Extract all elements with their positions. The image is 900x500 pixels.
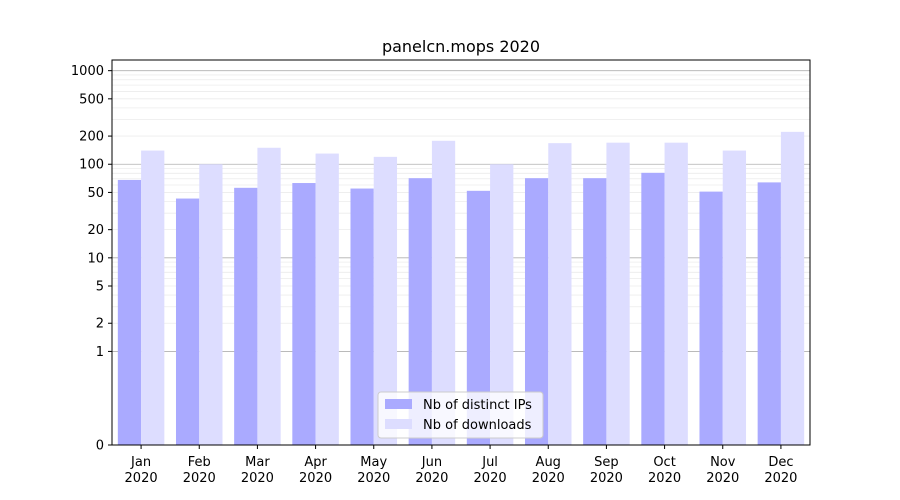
- bar-downloads-jan: [141, 150, 165, 445]
- x-tick-label: Feb 2020: [183, 455, 216, 486]
- x-tick-label: Jul 2020: [474, 455, 507, 486]
- bar-downloads-mar: [257, 147, 281, 445]
- bar-distinct-ips-oct: [641, 172, 665, 445]
- bar-downloads-jun: [431, 140, 456, 445]
- bar-downloads-may: [373, 156, 398, 446]
- y-tick-label: 0: [96, 439, 104, 454]
- y-tick-label: 1000: [71, 64, 104, 79]
- x-tick-label: Oct 2020: [648, 455, 681, 486]
- y-tick-label: 50: [87, 186, 104, 201]
- bar-downloads-apr: [315, 153, 339, 446]
- bar-downloads-oct: [664, 142, 688, 445]
- x-tick-label: Mar 2020: [241, 455, 274, 486]
- x-tick-label: Nov 2020: [706, 455, 739, 486]
- bar-distinct-ips-jul: [466, 190, 491, 445]
- y-tick-label: 5: [96, 280, 104, 295]
- y-tick-label: 500: [79, 92, 104, 107]
- bar-downloads-nov: [722, 150, 747, 445]
- legend-label: Nb of downloads: [423, 418, 532, 433]
- y-tick-label: 100: [79, 158, 104, 173]
- bar-distinct-ips-mar: [234, 187, 258, 445]
- plot-frame: [111, 59, 811, 446]
- bar-downloads-sep: [606, 142, 630, 445]
- legend-box: [377, 391, 544, 439]
- bar-distinct-ips-feb: [175, 198, 200, 445]
- x-tick-label: Jan 2020: [125, 455, 158, 486]
- grid-lines: [112, 70, 810, 352]
- legend-label: Nb of distinct IPs: [423, 398, 532, 413]
- y-tick-label: 200: [79, 130, 104, 145]
- bar-downloads-feb: [199, 164, 223, 445]
- x-tick-label: Dec 2020: [764, 455, 797, 486]
- x-tick-label: Apr 2020: [299, 455, 332, 486]
- x-tick-label: Sep 2020: [590, 455, 623, 486]
- y-tick-label: 2: [96, 317, 104, 332]
- y-axis: 0 1 2 5 10 20 50 100 200 500 1000: [71, 64, 112, 454]
- bar-downloads-aug: [548, 143, 572, 445]
- bar-downloads-dec: [780, 131, 805, 445]
- x-tick-label: May 2020: [357, 455, 390, 486]
- y-tick-label: 20: [87, 223, 104, 238]
- x-tick-label: Jun 2020: [415, 455, 448, 486]
- legend: Nb of distinct IPs Nb of downloads: [377, 391, 544, 439]
- chart-title: panelcn.mops 2020: [382, 37, 540, 56]
- bars: [117, 131, 805, 446]
- bar-distinct-ips-jun: [408, 178, 432, 445]
- bar-distinct-ips-aug: [524, 178, 549, 445]
- bar-distinct-ips-apr: [292, 183, 316, 446]
- bar-distinct-ips-dec: [757, 182, 781, 445]
- x-axis: Jan 2020 Feb 2020 Mar 2020 Apr 2020 May 2020 Jun 20…: [125, 445, 797, 486]
- y-tick-label: 10: [87, 251, 104, 266]
- bar-distinct-ips-nov: [699, 191, 723, 445]
- x-tick-label: Aug 2020: [532, 455, 565, 486]
- y-tick-label: 1: [96, 345, 104, 360]
- bar-distinct-ips-sep: [583, 178, 607, 445]
- legend-swatch: [385, 419, 412, 429]
- legend-swatch: [385, 399, 412, 409]
- bar-downloads-jul: [490, 164, 514, 445]
- bar-distinct-ips-jan: [117, 179, 142, 445]
- bar-distinct-ips-may: [350, 188, 374, 445]
